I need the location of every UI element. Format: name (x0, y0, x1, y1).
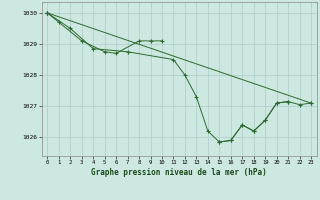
X-axis label: Graphe pression niveau de la mer (hPa): Graphe pression niveau de la mer (hPa) (91, 168, 267, 177)
